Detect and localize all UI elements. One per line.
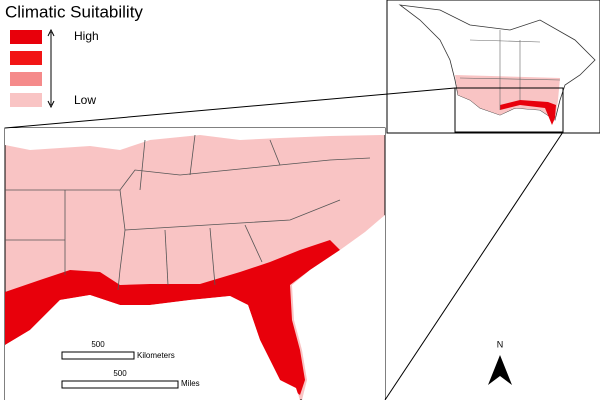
legend-swatch	[10, 51, 42, 65]
inset-high-suitability	[500, 100, 556, 125]
legend-high: High	[74, 29, 99, 43]
legend: Climatic Suitability High Low	[5, 2, 143, 109]
atlantic-ocean	[292, 215, 385, 400]
legend-swatch	[10, 30, 42, 44]
state-borders	[5, 134, 371, 291]
main-map: 500 Kilometers 500 Miles	[4, 127, 386, 400]
scale-km-unit: Kilometers	[137, 351, 175, 360]
scale-miles-value: 500	[113, 369, 127, 378]
unsuitable-north	[5, 128, 385, 150]
north-label: N	[497, 339, 504, 349]
north-arrow-shape	[488, 355, 512, 385]
north-arrow: N	[488, 339, 512, 385]
legend-title: Climatic Suitability	[5, 2, 143, 21]
connector-line	[384, 131, 564, 400]
legend-swatch	[10, 93, 42, 107]
inset-extent-box	[454, 87, 564, 133]
scale-bar-miles	[61, 380, 179, 389]
inset-borders	[459, 30, 561, 110]
high-suitability-coast	[5, 240, 340, 395]
connector-line	[4, 87, 456, 129]
scale-bar-km	[61, 351, 135, 360]
legend-swatch	[10, 72, 42, 86]
scale-miles-unit: Miles	[181, 379, 200, 388]
legend-arrowheads	[47, 28, 55, 109]
legend-swatches	[10, 30, 42, 107]
inset-low-suitability	[455, 75, 560, 120]
inset-map	[386, 0, 600, 134]
legend-low: Low	[74, 93, 96, 107]
scale-km-value: 500	[91, 340, 105, 349]
gulf-of-mexico	[5, 295, 300, 400]
